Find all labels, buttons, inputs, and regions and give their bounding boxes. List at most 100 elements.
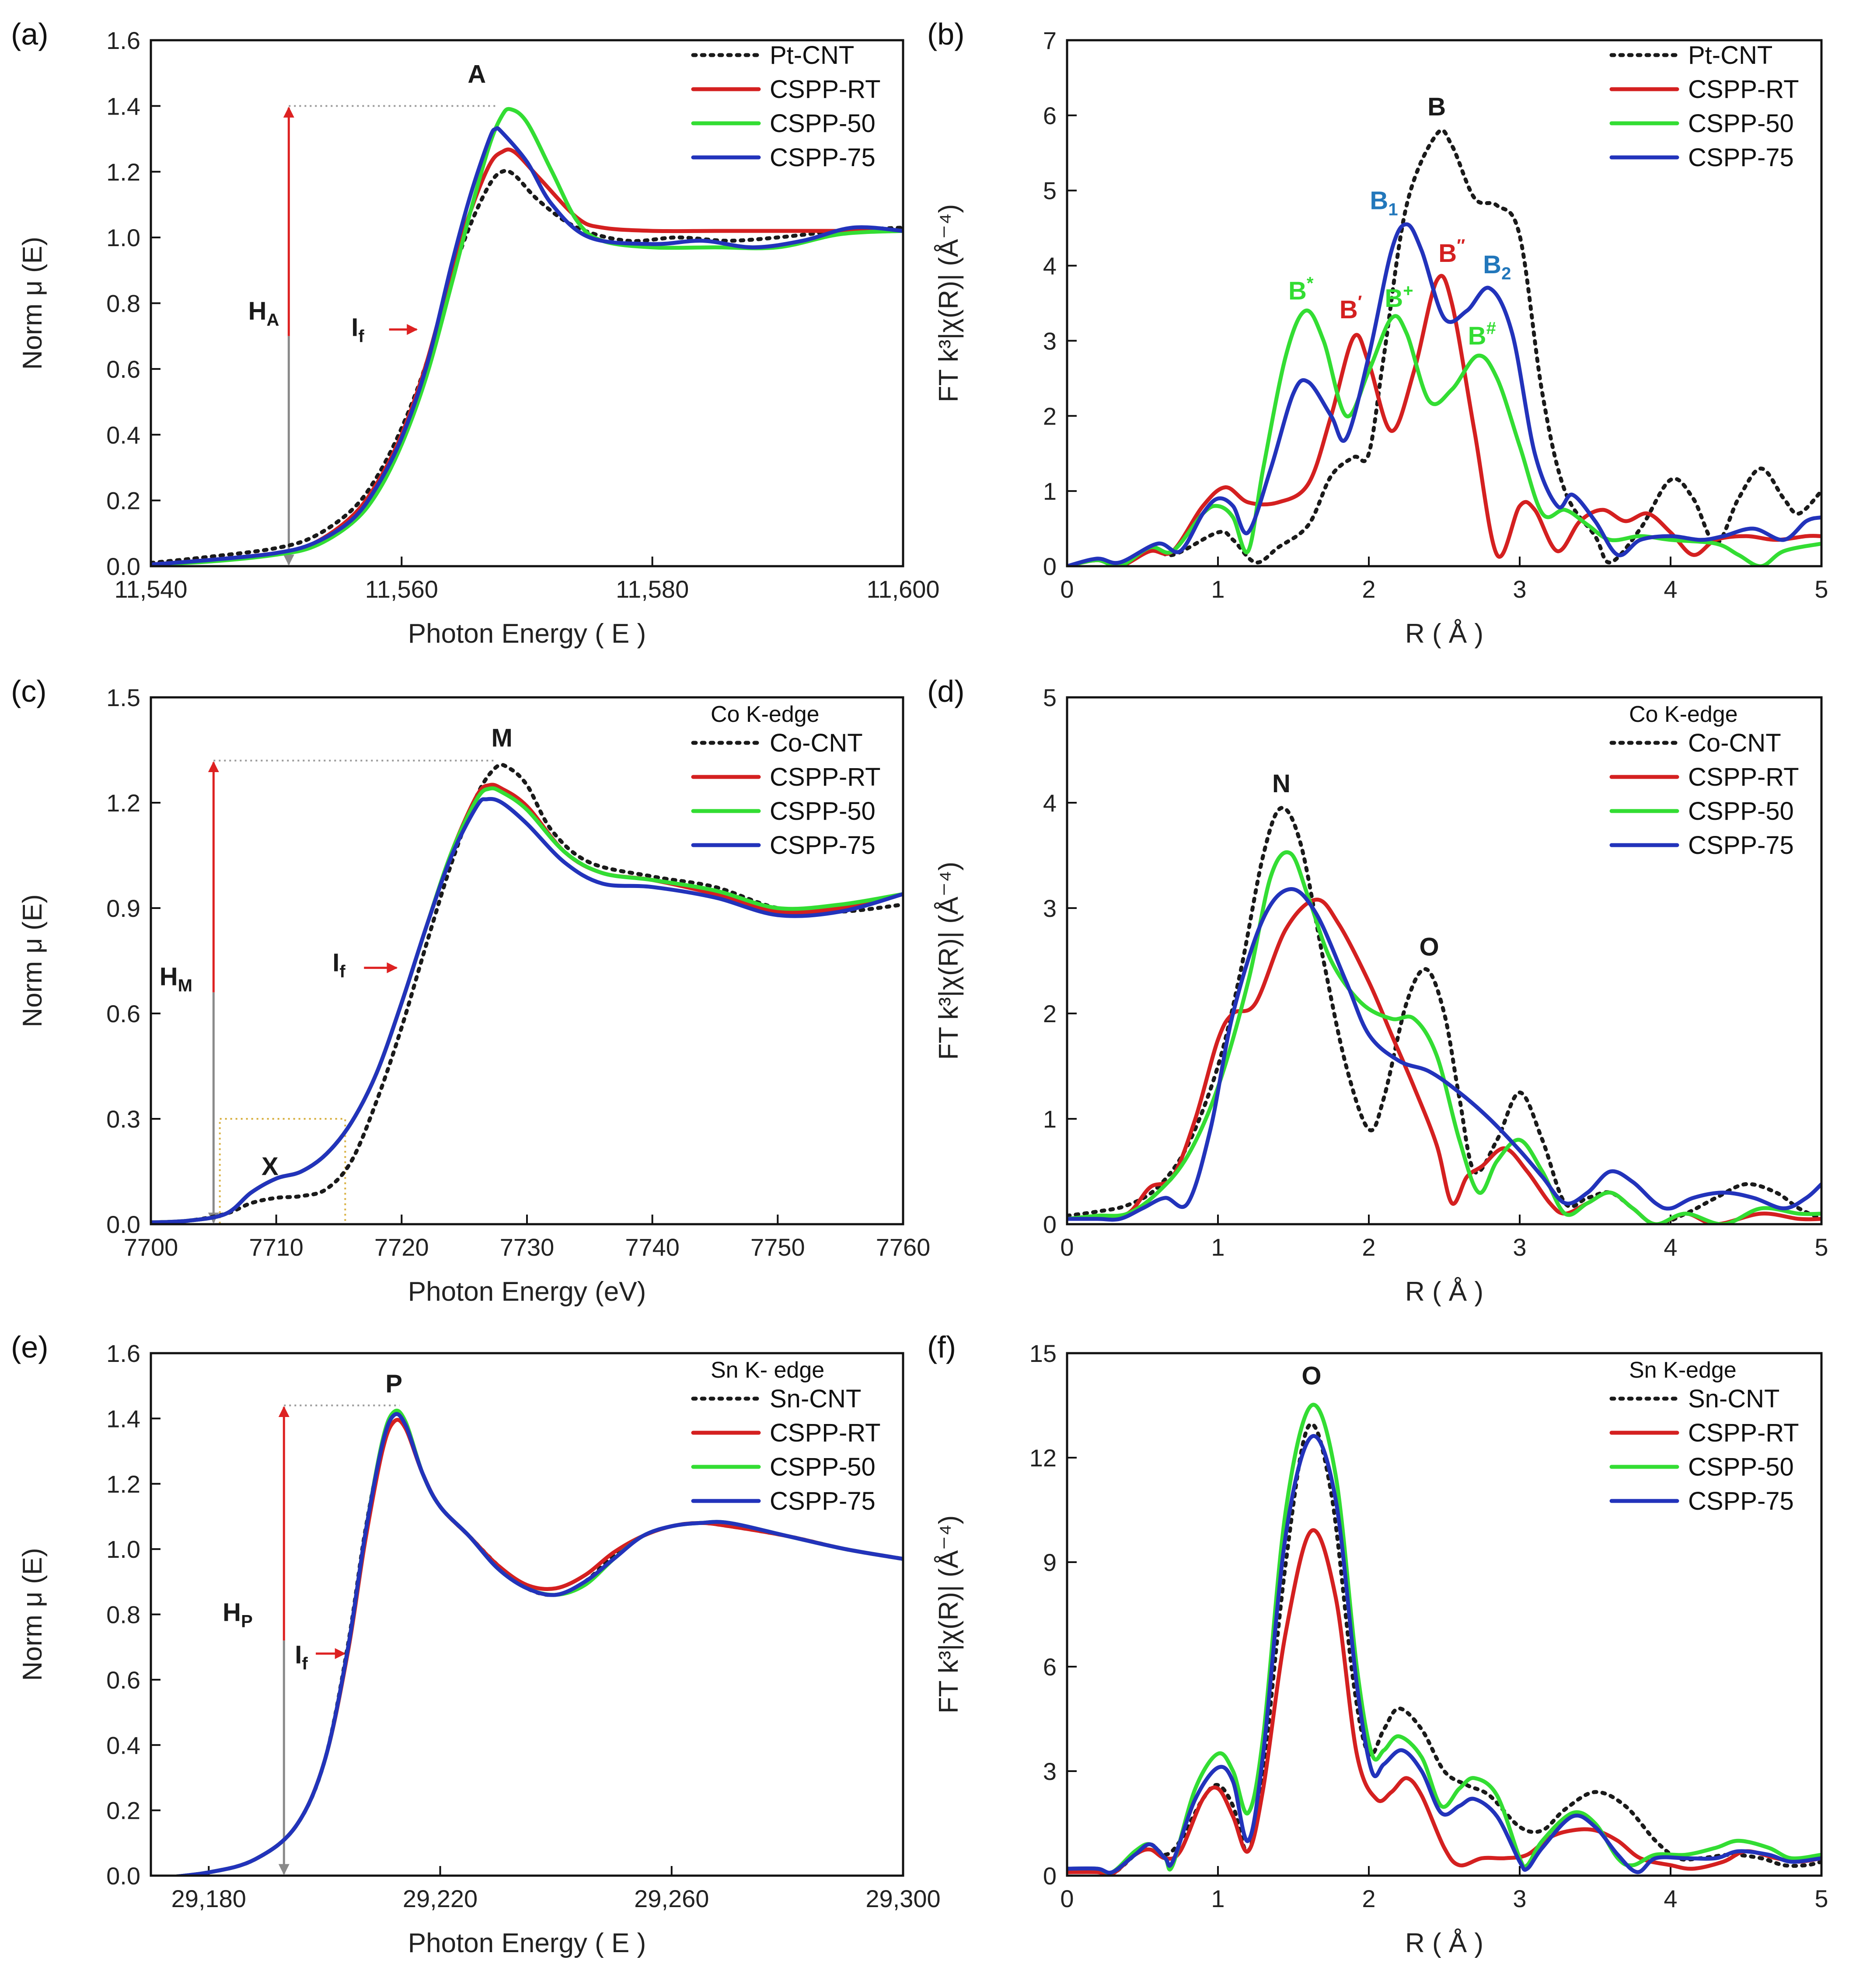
y-tick-label: 0 (1043, 1211, 1057, 1238)
x-tick-label: 7720 (374, 1233, 429, 1261)
panel-label-a: (a) (11, 17, 49, 51)
annotation-text: B (1483, 251, 1501, 279)
legend-title: Co K-edge (1629, 702, 1738, 727)
y-tick-label: 1.5 (106, 684, 140, 711)
legend-label: CSPP-75 (1688, 143, 1794, 172)
annotation-superscript: + (1403, 281, 1413, 300)
peak-annotation: X (262, 1152, 279, 1181)
y-tick-label: 3 (1043, 327, 1057, 355)
y-tick-label: 4 (1043, 789, 1057, 817)
peak-annotation: B2 (1483, 251, 1511, 283)
annotation-superscript: # (1486, 319, 1496, 338)
panel-label-e: (e) (11, 1330, 49, 1364)
annotation-subscript: 1 (1388, 200, 1398, 219)
legend-label: CSPP-75 (770, 831, 876, 860)
annotation-text: H (160, 963, 178, 991)
peak-annotation: B (1427, 93, 1446, 121)
y-tick-label: 1.0 (106, 224, 140, 251)
annotation-text: P (385, 1370, 402, 1398)
legend-title: Sn K-edge (1629, 1358, 1737, 1383)
x-tick-label: 11,560 (365, 575, 438, 603)
y-axis-label: FT k³|χ(R)| (Å⁻⁴) (934, 862, 964, 1060)
annotation-superscript: ″ (1457, 236, 1465, 255)
legend-label: Pt-CNT (1688, 41, 1772, 70)
y-tick-label: 1.2 (106, 158, 140, 186)
x-tick-label: 11,600 (866, 575, 939, 603)
y-tick-label: 1 (1043, 1105, 1057, 1133)
y-tick-label: 0.6 (106, 1000, 140, 1027)
series-line-cspp-75 (151, 126, 903, 566)
x-tick-label: 29,180 (171, 1885, 246, 1912)
annotation-text: B (1468, 322, 1486, 350)
y-tick-label: 0.6 (106, 355, 140, 383)
legend-label: Pt-CNT (770, 41, 854, 70)
y-tick-label: 1.6 (106, 27, 140, 54)
x-tick-label: 3 (1513, 1233, 1526, 1261)
peak-annotation: If (351, 313, 364, 346)
annotation-text: O (1301, 1362, 1321, 1390)
annotation-text: A (467, 60, 486, 89)
panel-a: (a) 11,540 11,560 11,580 11,600 0.0 0.2 0.4 0.6 0… (11, 17, 940, 649)
annotation-text: B (1288, 277, 1307, 305)
y-tick-label: 0.2 (106, 487, 140, 515)
y-tick-label: 1.6 (106, 1340, 140, 1367)
x-axis-label: R ( Å ) (1405, 1277, 1483, 1307)
panel-c: (c) 7700 7710 7720 7730 7740 7750 7760 0.0 0.3 0.6… (11, 674, 930, 1307)
x-tick-label: 0 (1060, 575, 1074, 603)
y-tick-label: 0.0 (106, 1862, 140, 1890)
y-tick-label: 6 (1043, 1653, 1057, 1681)
panel-d: (d) 0 1 2 3 4 5 0 1 2 3 4 5 R ( Å ) FT k³|χ(R)| (Å⁻⁴) C… (927, 674, 1828, 1307)
annotation-text: B (1370, 187, 1388, 215)
annotation-text: O (1419, 933, 1439, 961)
legend-label: CSPP-50 (1688, 109, 1794, 138)
legend-label: Sn-CNT (1688, 1385, 1779, 1413)
panel-label-c: (c) (11, 674, 47, 708)
x-axis-label: Photon Energy (eV) (408, 1277, 646, 1307)
x-tick-label: 7700 (124, 1233, 178, 1261)
y-tick-label: 1.2 (106, 1470, 140, 1498)
legend-label: CSPP-75 (1688, 1487, 1794, 1515)
y-tick-label: 1.4 (106, 92, 140, 120)
x-axis-label: R ( Å ) (1405, 1928, 1483, 1958)
x-tick-label: 4 (1664, 1233, 1677, 1261)
series-line-pt-cnt (1067, 128, 1821, 566)
peak-annotation: A (467, 60, 486, 89)
y-tick-label: 0.8 (106, 1601, 140, 1629)
y-tick-label: 3 (1043, 895, 1057, 922)
peak-annotation: HA (248, 297, 279, 330)
x-tick-label: 7730 (500, 1233, 555, 1261)
annotation-superscript: ′ (1358, 292, 1362, 312)
x-tick-label: 7750 (750, 1233, 805, 1261)
series-line-pt-cnt (151, 169, 903, 565)
y-tick-label: 6 (1043, 102, 1057, 129)
annotation-text: B (1385, 284, 1403, 313)
peak-annotation: B+ (1385, 281, 1413, 313)
y-tick-label: 0.0 (106, 1211, 140, 1238)
x-tick-label: 29,300 (865, 1885, 940, 1912)
legend-label: CSPP-75 (1688, 831, 1794, 860)
legend-label: Co-CNT (770, 729, 863, 757)
x-tick-label: 3 (1513, 575, 1526, 603)
y-tick-label: 5 (1043, 177, 1057, 205)
x-tick-label: 7710 (249, 1233, 304, 1261)
legend-title: Co K-edge (711, 702, 820, 727)
peak-annotation: B* (1288, 274, 1314, 305)
series-group (164, 1409, 903, 1876)
y-tick-label: 0.3 (106, 1105, 140, 1133)
legend-label: CSPP-RT (770, 763, 881, 791)
x-tick-label: 5 (1814, 1885, 1828, 1912)
y-tick-label: 1.4 (106, 1405, 140, 1432)
peak-annotation: P (385, 1370, 402, 1398)
y-axis-label: Norm μ (E) (17, 894, 48, 1027)
peak-annotation: O (1419, 933, 1439, 961)
y-axis-label: FT k³|χ(R)| (Å⁻⁴) (934, 204, 964, 403)
plot-frame (1066, 696, 1823, 1226)
peak-annotation: B″ (1438, 236, 1465, 268)
series-line-cspp-75 (164, 1412, 903, 1876)
series-line-cspp-rt (1067, 898, 1821, 1224)
x-axis-label: Photon Energy ( E ) (408, 1928, 646, 1958)
peak-annotation: M (492, 724, 513, 752)
peak-annotation: If (295, 1641, 308, 1674)
series-group (151, 762, 903, 1224)
y-tick-label: 2 (1043, 1000, 1057, 1027)
